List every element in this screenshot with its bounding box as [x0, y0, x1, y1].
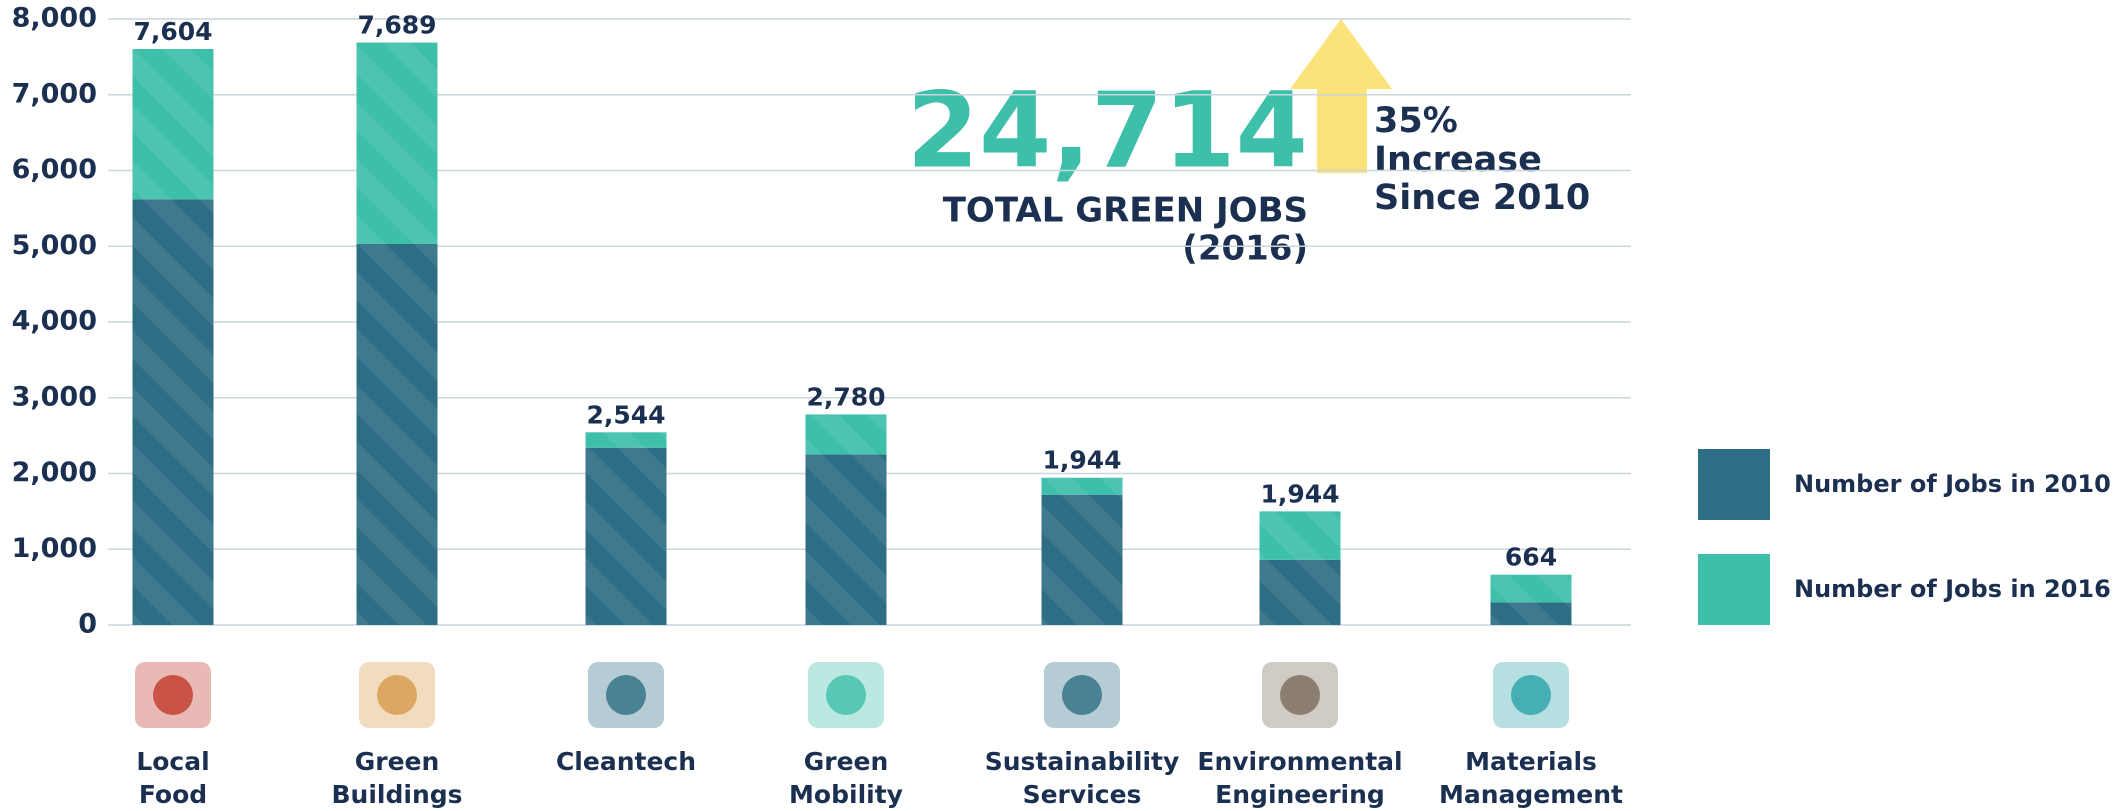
category-icon: [826, 675, 866, 715]
x-tick-label: Engineering: [1215, 780, 1385, 809]
total-caption: TOTAL GREEN JOBS: [943, 191, 1308, 231]
bar-hatch: [1491, 575, 1572, 603]
x-tick-label: Mobility: [789, 780, 903, 809]
y-tick-label: 7,000: [12, 78, 97, 109]
total-label: 2,544: [586, 400, 665, 429]
bar-hatch: [357, 244, 438, 625]
x-tick-label: Local: [136, 747, 209, 776]
x-tick-label: Food: [139, 780, 207, 809]
y-tick-label: 0: [78, 609, 97, 640]
category-icon: [1511, 675, 1551, 715]
x-tick-label: Services: [1023, 780, 1142, 809]
y-tick-label: 2,000: [12, 457, 97, 488]
y-tick-label: 4,000: [12, 306, 97, 337]
bar-hatch: [357, 43, 438, 244]
category-icon: [606, 675, 646, 715]
bar-hatch: [806, 455, 887, 625]
x-tick-label: Sustainability: [985, 747, 1180, 776]
bar-hatch: [1260, 511, 1341, 559]
bar-hatch: [133, 49, 214, 199]
total-label: 7,689: [357, 11, 436, 40]
increase-text: Increase: [1374, 140, 1542, 180]
y-tick-label: 3,000: [12, 381, 97, 412]
bar-hatch: [806, 414, 887, 454]
category-icon: [1062, 675, 1102, 715]
chart: 24,714 TOTAL GREEN JOBS (2016) 35% Incre…: [0, 0, 2118, 811]
x-tick-label: Cleantech: [556, 747, 696, 776]
category-icon: [377, 675, 417, 715]
total-label: 664: [1505, 543, 1557, 572]
bar-hatch: [586, 448, 667, 625]
increase-text: 35%: [1374, 101, 1458, 141]
x-tick-label: Management: [1439, 780, 1623, 809]
bar-hatch: [133, 199, 214, 625]
total-caption: (2016): [1182, 229, 1308, 269]
total-label: 2,780: [806, 382, 885, 411]
legend-label: Number of Jobs in 2016: [1794, 575, 2111, 603]
y-tick-label: 5,000: [12, 230, 97, 261]
legend-swatch: [1698, 554, 1770, 625]
bar-hatch: [1491, 602, 1572, 625]
total-label: 1,944: [1260, 479, 1339, 508]
total-label: 7,604: [133, 17, 212, 46]
bar-hatch: [1260, 560, 1341, 625]
total-label: 1,944: [1042, 446, 1121, 475]
x-tick-label: Materials: [1465, 747, 1597, 776]
y-tick-label: 8,000: [12, 3, 97, 34]
legend-swatch: [1698, 449, 1770, 520]
bar-hatch: [586, 432, 667, 447]
y-tick-label: 1,000: [12, 533, 97, 564]
category-icon: [1280, 675, 1320, 715]
legend-label: Number of Jobs in 2010: [1794, 470, 2111, 498]
x-tick-label: Buildings: [331, 780, 462, 809]
bar-hatch: [1042, 478, 1123, 495]
x-tick-label: Green: [355, 747, 440, 776]
total-jobs: 24,714: [907, 69, 1308, 191]
increase-text: Since 2010: [1374, 178, 1590, 218]
y-tick-label: 6,000: [12, 154, 97, 185]
bar-hatch: [1042, 495, 1123, 625]
category-icon: [153, 675, 193, 715]
x-tick-label: Green: [804, 747, 889, 776]
x-tick-label: Environmental: [1197, 747, 1402, 776]
